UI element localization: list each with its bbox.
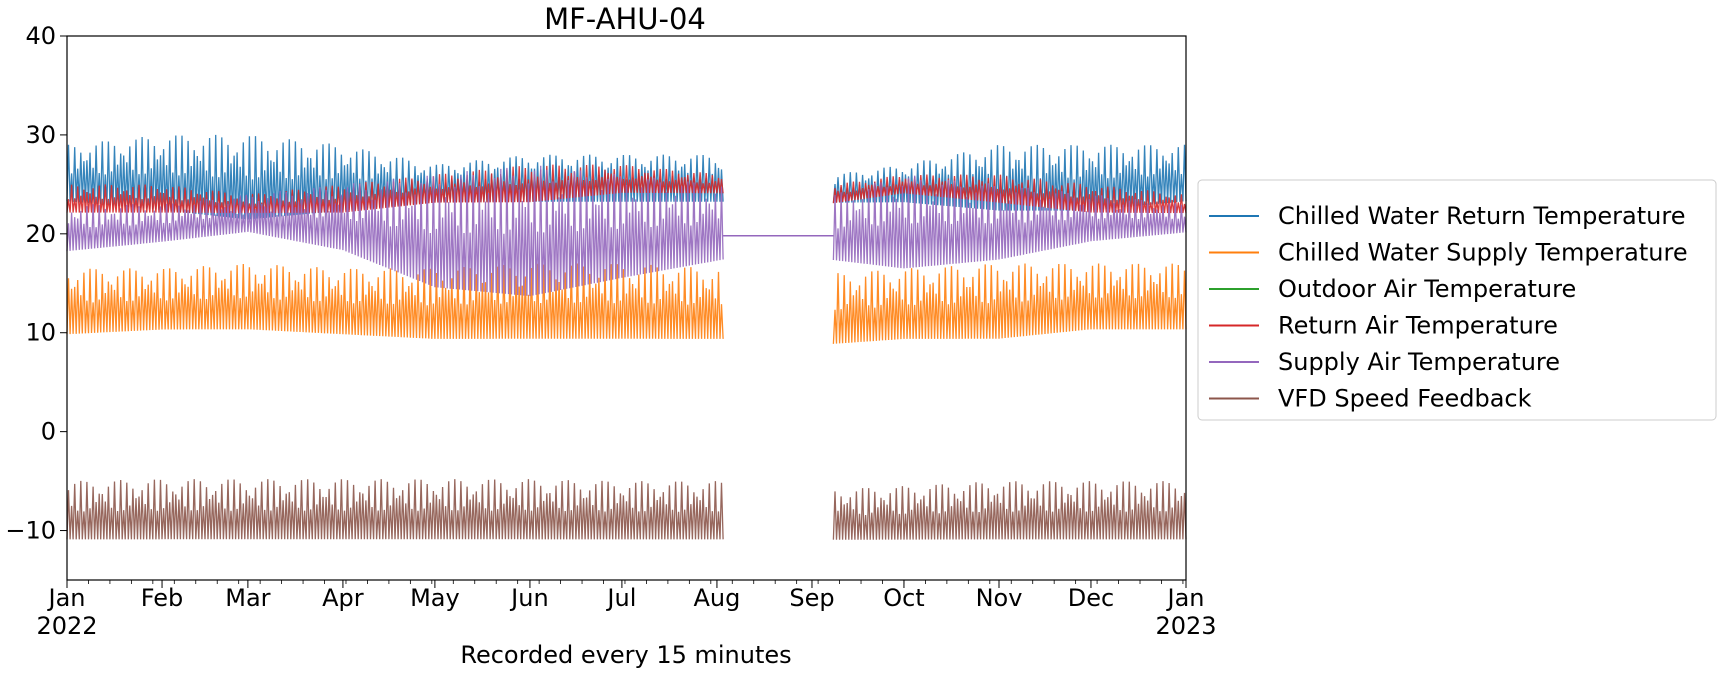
legend-label: Outdoor Air Temperature [1278, 275, 1576, 303]
x-tick-label: Sep [789, 584, 834, 612]
y-tick-label: 0 [41, 418, 56, 446]
y-axis: −10 0 10 20 30 40 [5, 22, 67, 545]
x-tick-label: Jul [605, 584, 636, 612]
x-tick-label: Dec [1068, 584, 1114, 612]
x-tick-label: Jan [47, 584, 86, 612]
legend-label: Supply Air Temperature [1278, 348, 1560, 376]
series-line-chilled-water-supply-temperature [66, 263, 1187, 344]
legend-label: Chilled Water Return Temperature [1278, 202, 1685, 230]
series-layer [66, 134, 1187, 540]
x-tick-sublabel: 2022 [36, 612, 97, 640]
chart-title: MF-AHU-04 [544, 2, 706, 36]
y-tick-label: 40 [25, 22, 56, 50]
x-tick-label: Oct [883, 584, 925, 612]
legend-label: Return Air Temperature [1278, 312, 1558, 340]
y-tick-label: −10 [5, 517, 56, 545]
y-tick-label: 10 [25, 319, 56, 347]
x-tick-label: May [410, 584, 460, 612]
y-tick-label: 30 [25, 121, 56, 149]
x-tick-label: Mar [225, 584, 270, 612]
x-tick-sublabel: 2023 [1155, 612, 1216, 640]
legend-label: VFD Speed Feedback [1278, 385, 1532, 413]
x-tick-label: Jan [1166, 584, 1205, 612]
x-tick-label: Nov [976, 584, 1023, 612]
x-axis-label: Recorded every 15 minutes [460, 641, 791, 669]
series-line-vfd-speed-feedback [66, 479, 1187, 540]
x-tick-label: Apr [322, 584, 364, 612]
y-tick-label: 20 [25, 220, 56, 248]
legend: Chilled Water Return Temperature Chilled … [1197, 179, 1717, 421]
x-tick-label: Feb [141, 584, 184, 612]
x-tick-label: Aug [694, 584, 741, 612]
series-line-supply-air-temperature [66, 165, 1187, 297]
x-tick-label: Jun [509, 584, 549, 612]
legend-label: Chilled Water Supply Temperature [1278, 239, 1688, 267]
legend-box [1197, 179, 1717, 421]
plot-frame [66, 35, 1187, 581]
